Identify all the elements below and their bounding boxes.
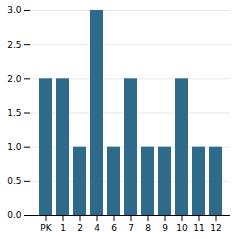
svg-text:7: 7 (128, 223, 134, 233)
svg-text:1: 1 (60, 223, 66, 233)
svg-text:3.0: 3.0 (7, 5, 22, 15)
svg-text:1.5: 1.5 (7, 108, 21, 118)
svg-text:2: 2 (77, 223, 83, 233)
svg-text:12: 12 (210, 223, 221, 233)
svg-text:PK: PK (40, 223, 52, 233)
svg-text:10: 10 (176, 223, 188, 233)
svg-text:6: 6 (111, 223, 117, 233)
svg-text:2.0: 2.0 (7, 74, 22, 84)
svg-text:4: 4 (94, 223, 100, 233)
svg-text:0.5: 0.5 (7, 176, 21, 186)
svg-text:1.0: 1.0 (7, 142, 22, 152)
svg-text:8: 8 (145, 223, 151, 233)
svg-text:2.5: 2.5 (7, 40, 21, 50)
svg-text:11: 11 (193, 223, 204, 233)
svg-text:0.0: 0.0 (7, 210, 22, 220)
svg-text:9: 9 (162, 223, 168, 233)
